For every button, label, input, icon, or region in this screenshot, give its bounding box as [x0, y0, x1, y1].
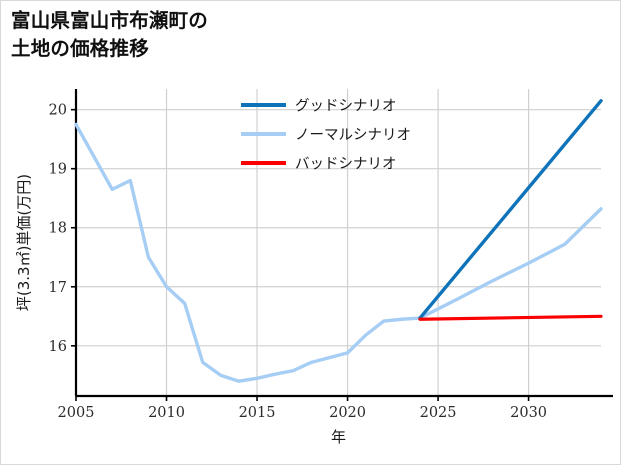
x-axis-title: 年 [331, 428, 346, 446]
y-tick-labels: 16 17 18 19 20 [49, 103, 76, 355]
legend-label: ノーマルシナリオ [295, 128, 411, 144]
x-tick-label: 2015 [239, 405, 276, 421]
y-tick-label: 18 [49, 221, 67, 237]
x-tick-label: 2005 [58, 405, 95, 421]
x-tick-label: 2010 [148, 405, 185, 421]
axis-titles: 年 坪(3.3㎡)単価(万円) [15, 174, 346, 446]
series-line-bad [418, 314, 603, 321]
y-tick-label: 19 [49, 162, 67, 178]
y-axis-title: 坪(3.3㎡)単価(万円) [15, 174, 33, 311]
page-title: 富山県富山市布瀬町の 土地の価格推移 [11, 9, 209, 60]
data-series [74, 99, 603, 383]
grid-lines [76, 89, 601, 396]
y-tick-label: 17 [49, 280, 67, 296]
y-tick-label: 16 [49, 339, 67, 355]
x-tick-label: 2020 [329, 405, 366, 421]
series-line-good [418, 99, 603, 320]
x-tick-labels: 2005 2010 2015 2020 2025 2030 [58, 396, 547, 421]
axis-lines [74, 89, 613, 398]
series-line-normal [74, 122, 603, 383]
legend-label: バッドシナリオ [295, 157, 397, 173]
y-tick-label: 20 [49, 103, 67, 119]
legend-label: グッドシナリオ [295, 98, 397, 115]
x-tick-label: 2030 [510, 405, 547, 421]
x-tick-label: 2025 [420, 405, 457, 421]
